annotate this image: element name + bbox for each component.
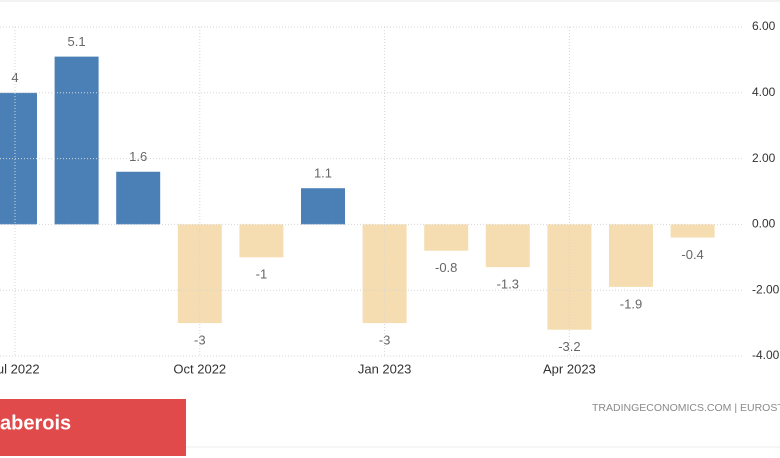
y-tick-label: 6.00 [752,19,776,33]
y-tick-label: -4.00 [752,348,780,362]
bar [485,224,530,268]
data-label: -0.8 [435,260,457,275]
bar [54,56,99,225]
data-label: 4 [11,70,18,85]
bar [670,224,715,238]
source: TRADINGECONOMICS.COM | EUROSTAT [592,402,780,414]
data-label: -3 [194,333,206,348]
data-label: -1.9 [620,296,642,311]
x-tick-label: Jan 2023 [358,361,412,376]
data-label: -1.3 [497,277,519,292]
bar [424,224,469,251]
x-tick-label: Apr 2023 [543,361,596,376]
bar [301,188,345,225]
data-label: 1.6 [129,149,147,164]
y-tick-label: 4.00 [752,85,776,99]
bar [116,171,161,225]
y-tick-label: -2.00 [752,282,780,296]
y-tick-label: 2.00 [752,151,776,165]
bar [239,224,284,258]
data-label: 5.1 [68,34,86,49]
data-label: 1.1 [314,166,332,181]
y-tick-label: 0.00 [752,217,776,231]
data-label: -3 [379,333,391,348]
bar [609,224,653,287]
x-tick-label: Oct 2022 [173,361,226,376]
banner[interactable] [0,399,186,456]
data-label: -3.2 [558,339,580,354]
data-label: -1 [256,267,268,282]
data-label: -0.4 [681,247,703,262]
banner-text[interactable]: aberois [0,412,71,434]
x-tick-label: Jul 2022 [0,361,40,376]
